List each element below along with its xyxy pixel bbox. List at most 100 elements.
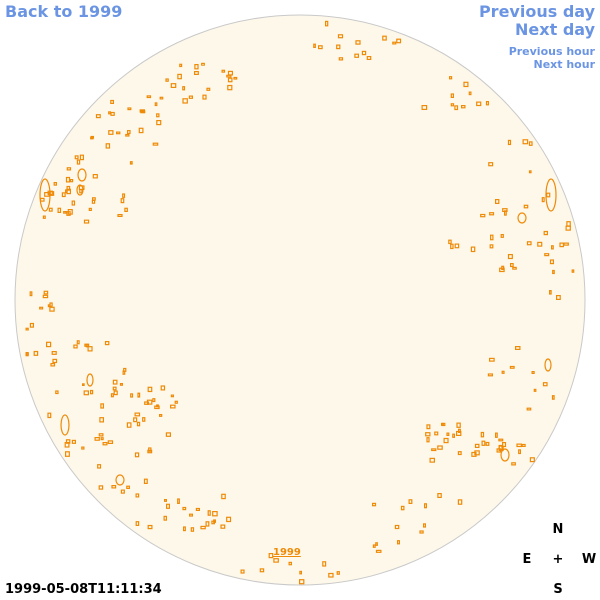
contour-mark: [426, 437, 430, 443]
contour-mark: [392, 41, 397, 45]
contour-mark: [115, 131, 121, 135]
contour-mark: [555, 295, 561, 301]
contour-mark: [382, 35, 387, 41]
contour-ring: [77, 168, 87, 182]
contour-mark: [336, 44, 341, 50]
contour-mark: [76, 340, 80, 345]
contour-mark: [207, 510, 211, 516]
contour-mark: [163, 515, 168, 521]
contour-mark: [471, 451, 477, 457]
previous-hour-link[interactable]: Previous hour: [508, 45, 595, 58]
contour-mark: [182, 98, 188, 104]
contour-mark: [495, 199, 500, 205]
contour-mark: [487, 373, 493, 377]
contour-mark: [419, 530, 424, 534]
contour-mark: [137, 392, 141, 398]
next-day-link[interactable]: Next day: [515, 20, 595, 39]
contour-mark: [227, 84, 233, 91]
contour-mark: [211, 520, 215, 525]
contour-mark: [195, 507, 200, 511]
contour-mark: [135, 493, 140, 498]
contour-mark: [489, 357, 495, 362]
contour-mark: [90, 135, 95, 139]
contour-mark: [182, 506, 187, 511]
contour-mark: [146, 95, 152, 99]
contour-ring: [76, 184, 84, 196]
contour-mark: [81, 383, 85, 386]
contour-mark: [73, 344, 78, 349]
contour-mark: [514, 346, 521, 351]
contour-mark: [516, 443, 523, 448]
contour-mark: [443, 437, 449, 444]
contour-mark: [113, 390, 118, 396]
contour-mark: [183, 526, 186, 532]
contour-mark: [361, 50, 367, 56]
contour-mark: [337, 34, 344, 39]
contour-mark: [123, 367, 127, 372]
contour-mark: [322, 561, 327, 567]
contour-mark: [126, 485, 131, 490]
contour-mark: [375, 542, 378, 546]
contour-mark: [42, 294, 49, 299]
contour-mark: [463, 81, 469, 88]
back-to-year-link[interactable]: Back to 1999: [5, 2, 123, 21]
contour-mark: [55, 390, 59, 395]
contour-mark: [220, 524, 226, 529]
contour-mark: [104, 341, 110, 346]
contour-mark: [117, 214, 123, 218]
year-link[interactable]: 1999: [273, 547, 301, 558]
contour-mark: [313, 43, 316, 49]
contour-mark: [92, 174, 98, 179]
contour-mark: [140, 110, 146, 114]
contour-mark: [110, 99, 115, 105]
contour-mark: [338, 57, 344, 61]
contour-mark: [94, 437, 100, 441]
contour-mark: [99, 417, 105, 423]
contour-mark: [122, 193, 126, 198]
contour-ring: [517, 212, 527, 224]
contour-mark: [366, 55, 372, 60]
contour-mark: [201, 62, 205, 66]
contour-mark: [138, 127, 144, 134]
contour-mark: [397, 540, 401, 545]
contour-mark: [537, 241, 543, 247]
contour-mark: [200, 525, 206, 530]
contour-mark: [531, 371, 535, 375]
contour-mark: [45, 341, 52, 348]
contour-mark: [130, 393, 134, 398]
contour-mark: [63, 211, 67, 214]
contour-mark: [177, 73, 182, 80]
contour-mark: [480, 431, 485, 438]
previous-day-link[interactable]: Previous day: [478, 2, 595, 21]
contour-mark: [147, 524, 153, 530]
contour-mark: [111, 485, 117, 489]
contour-mark: [108, 130, 114, 135]
contour-mark: [88, 207, 92, 211]
contour-mark: [79, 154, 85, 161]
contour-ring: [86, 373, 94, 387]
contour-ring: [60, 414, 70, 436]
contour-mark: [500, 234, 504, 238]
contour-mark: [159, 414, 163, 417]
contour-mark: [100, 403, 105, 409]
contour-mark: [528, 141, 533, 146]
contour-mark: [526, 407, 532, 411]
contour-mark: [452, 433, 455, 438]
contour-mark: [480, 213, 486, 218]
contour-mark: [165, 78, 169, 82]
contour-mark: [533, 388, 537, 392]
contour-mark: [134, 412, 141, 417]
contour-mark: [49, 306, 55, 312]
contour-mark: [488, 162, 494, 167]
contour-mark: [426, 424, 431, 430]
contour-mark: [174, 400, 178, 404]
contour-mark: [188, 95, 193, 99]
contour-mark: [134, 452, 140, 458]
next-hour-link[interactable]: Next hour: [533, 58, 596, 71]
contour-mark: [206, 87, 211, 91]
contour-mark: [328, 572, 334, 578]
contour-ring: [115, 474, 125, 486]
contour-mark: [83, 219, 90, 224]
contour-mark: [71, 200, 76, 206]
